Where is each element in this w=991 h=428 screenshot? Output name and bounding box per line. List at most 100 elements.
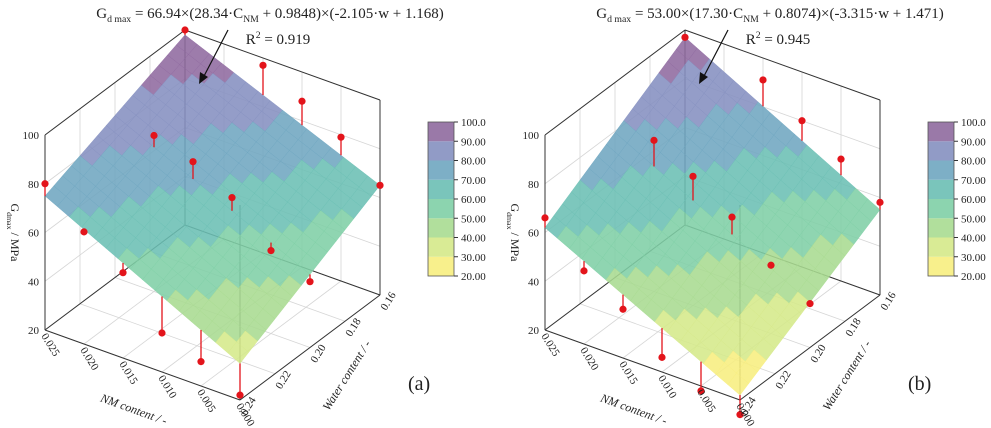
text-part: + 0.8074)×(-3.315·w + 1.471) xyxy=(759,6,944,22)
z-tick-label: 80 xyxy=(528,179,540,191)
text-part: = 66.94×(28.34·C xyxy=(131,6,243,22)
x-axis-title: NM content / - xyxy=(598,390,669,427)
z-tick-label: 20 xyxy=(528,325,540,337)
z-tick-label: 40 xyxy=(28,276,40,288)
colorbar-swatch xyxy=(428,256,454,276)
text-part: = 0.945 xyxy=(761,32,811,48)
surface-patch xyxy=(227,341,250,364)
text-part: 2 xyxy=(256,30,261,41)
colorbar-swatch xyxy=(428,237,454,257)
y-tick-label: 0.20 xyxy=(308,342,329,365)
x-tick-label: 0.020 xyxy=(577,345,601,373)
data-point xyxy=(697,387,705,395)
box-edge xyxy=(44,329,241,401)
y-tick-label: 0.18 xyxy=(343,316,364,339)
box-edge xyxy=(44,29,186,136)
colorbar-swatch xyxy=(428,141,454,161)
grid-line xyxy=(79,303,276,375)
colorbar-tick-label: 100.0 xyxy=(961,117,986,129)
text-part: 2 xyxy=(756,30,761,41)
colorbar-tick-label: 50.00 xyxy=(961,213,986,225)
colorbar-swatch xyxy=(928,122,954,142)
colorbar-tick-label: 100.0 xyxy=(461,117,486,129)
data-point xyxy=(650,136,658,144)
colorbar-tick-label: 90.00 xyxy=(961,136,986,148)
colorbar-tick-label: 40.00 xyxy=(461,233,486,245)
box-edge xyxy=(544,329,741,401)
panel-label: (b) xyxy=(908,373,931,395)
x-tick-label: 0.015 xyxy=(116,359,140,387)
data-point xyxy=(197,358,205,366)
text-part: G xyxy=(8,203,22,212)
colorbar-swatch xyxy=(428,160,454,180)
data-point xyxy=(759,76,767,84)
z-tick-label: 60 xyxy=(28,228,40,240)
data-point xyxy=(541,214,549,222)
x-tick-label: 0.015 xyxy=(616,359,640,387)
r-squared: R2 = 0.919 xyxy=(246,30,311,48)
text-part: + 0.9848)×(-2.105·w + 1.168) xyxy=(259,6,444,22)
x-tick-label: 0.025 xyxy=(38,331,62,359)
x-tick-label: 0.010 xyxy=(655,373,679,401)
colorbar-tick-label: 40.00 xyxy=(961,233,986,245)
text-part: dmax xyxy=(505,212,514,229)
z-tick-label: 100 xyxy=(523,130,540,142)
colorbar-tick-label: 20.00 xyxy=(961,271,986,283)
colorbar-tick-label: 20.00 xyxy=(461,271,486,283)
equation: Gd max = 53.00×(17.30·CNM + 0.8074)×(-3.… xyxy=(596,6,944,25)
text-part: NM xyxy=(743,14,759,25)
colorbar-tick-label: 90.00 xyxy=(461,136,486,148)
y-tick-label: 0.20 xyxy=(808,342,829,365)
x-tick-label: 0.005 xyxy=(694,387,718,415)
x-tick-label: 0.005 xyxy=(194,387,218,415)
colorbar-swatch xyxy=(928,160,954,180)
colorbar-tick-label: 80.00 xyxy=(961,156,986,168)
text-part: = 53.00×(17.30·C xyxy=(631,6,743,22)
panel-label: (a) xyxy=(408,373,430,395)
text-part: = 0.919 xyxy=(261,32,311,48)
text-part: G xyxy=(508,203,522,212)
box-edge xyxy=(739,294,881,401)
arrow-head xyxy=(699,72,708,84)
colorbar-tick-label: 80.00 xyxy=(461,156,486,168)
r-squared: R2 = 0.945 xyxy=(746,30,811,48)
data-point xyxy=(337,133,345,141)
colorbar-tick-label: 70.00 xyxy=(961,175,986,187)
data-point xyxy=(658,353,666,361)
text-part: R xyxy=(246,32,256,48)
surface-patch xyxy=(727,372,750,396)
colorbar-swatch xyxy=(928,218,954,238)
colorbar-swatch xyxy=(928,256,954,276)
data-point xyxy=(798,117,806,125)
data-point xyxy=(267,247,275,255)
z-axis-title: Gdmax / MPa xyxy=(5,203,22,262)
colorbar-swatch xyxy=(928,141,954,161)
text-part: G xyxy=(96,6,107,22)
text-part: / MPa xyxy=(508,229,522,262)
y-tick-label: 0.18 xyxy=(843,316,864,339)
text-part: / MPa xyxy=(8,229,22,262)
y-tick-label: 0.16 xyxy=(878,289,899,312)
colorbar-swatch xyxy=(428,199,454,219)
colorbar-swatch xyxy=(428,218,454,238)
x-tick-label: 0.025 xyxy=(538,331,562,359)
annotation-arrow xyxy=(202,29,229,79)
data-point xyxy=(298,97,306,105)
z-tick-label: 40 xyxy=(528,276,540,288)
colorbar-swatch xyxy=(428,179,454,199)
text-part: dmax xyxy=(5,212,14,229)
data-point xyxy=(689,172,697,180)
x-axis-title: NM content / - xyxy=(98,390,169,427)
data-point xyxy=(80,228,88,236)
data-point xyxy=(228,194,236,202)
text-part: G xyxy=(596,6,607,22)
text-part: R xyxy=(746,32,756,48)
colorbar-tick-label: 60.00 xyxy=(461,194,486,206)
data-point xyxy=(736,411,744,419)
data-point xyxy=(236,391,244,399)
data-point xyxy=(150,131,158,140)
colorbar-tick-label: 50.00 xyxy=(461,213,486,225)
data-point xyxy=(181,26,189,34)
y-tick-label: 0.16 xyxy=(378,289,399,312)
